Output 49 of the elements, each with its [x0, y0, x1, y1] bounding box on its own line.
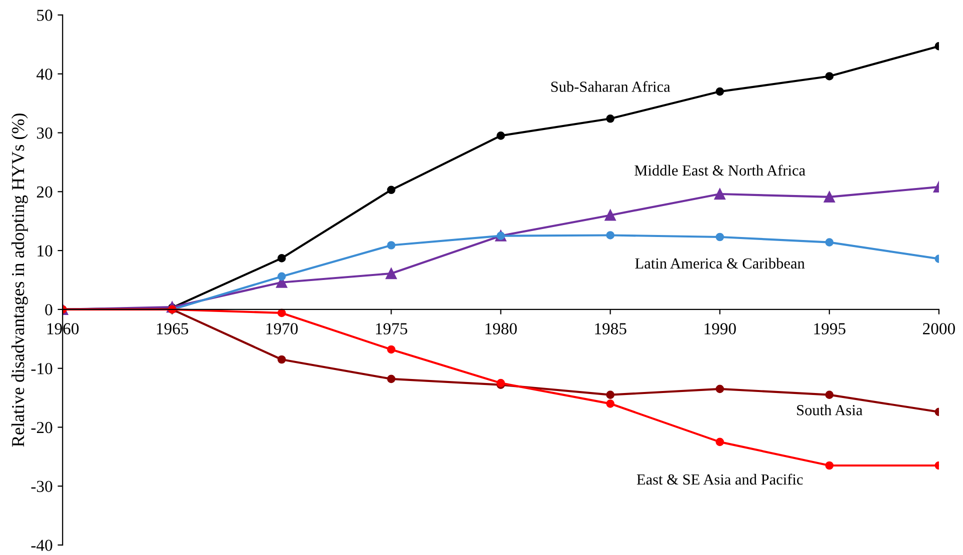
x-tick-label: 1975	[376, 323, 408, 334]
point	[387, 241, 396, 250]
point	[386, 268, 397, 280]
series-label: Sub-Saharan Africa	[551, 80, 670, 92]
series-label: South Asia	[797, 404, 862, 416]
series-label: Latin America & Caribbean	[635, 258, 805, 269]
point	[606, 390, 614, 400]
point	[604, 210, 616, 221]
point	[606, 231, 614, 240]
point	[716, 438, 724, 446]
y-tick-label: 50	[37, 10, 52, 21]
point	[825, 72, 834, 80]
point	[825, 390, 834, 400]
series-label: East & SE Asia and Pacific	[636, 474, 803, 485]
point	[716, 87, 724, 96]
y-tick-label: 20	[36, 186, 52, 198]
x-tick-label: 1980	[486, 323, 517, 334]
point	[716, 232, 724, 242]
point	[387, 374, 396, 384]
y-tick-label: 10	[38, 245, 52, 256]
point	[278, 355, 286, 364]
point	[825, 461, 834, 470]
x-tick-label: 2000	[922, 323, 955, 334]
y-tick-label: -10	[31, 363, 52, 374]
y-tick-label: -20	[31, 422, 52, 434]
series-label: Middle East & North Africa	[634, 164, 806, 176]
y-axis-title: Relative disadvantages in adopting HYVs (%)	[11, 114, 28, 447]
y-tick-label: 30	[37, 127, 52, 139]
y-tick-label: -30	[31, 480, 52, 492]
x-tick-label: 1990	[704, 323, 736, 334]
y-tick-label: 0	[45, 304, 52, 316]
point	[606, 400, 614, 408]
x-tick-label: 1995	[814, 323, 846, 334]
point	[824, 191, 835, 203]
x-tick-label: 1985	[595, 323, 626, 334]
point	[825, 238, 834, 246]
x-tick-label: 1970	[266, 323, 298, 334]
y-tick-label: 40	[36, 68, 52, 80]
point	[496, 132, 505, 140]
point	[278, 254, 286, 262]
point	[714, 188, 726, 200]
point	[606, 114, 614, 123]
x-tick-label: 1965	[156, 323, 188, 334]
point	[387, 345, 396, 354]
point	[278, 272, 286, 281]
point	[278, 308, 286, 318]
point	[716, 384, 724, 394]
point	[387, 186, 396, 194]
y-tick-label: -40	[31, 540, 52, 551]
